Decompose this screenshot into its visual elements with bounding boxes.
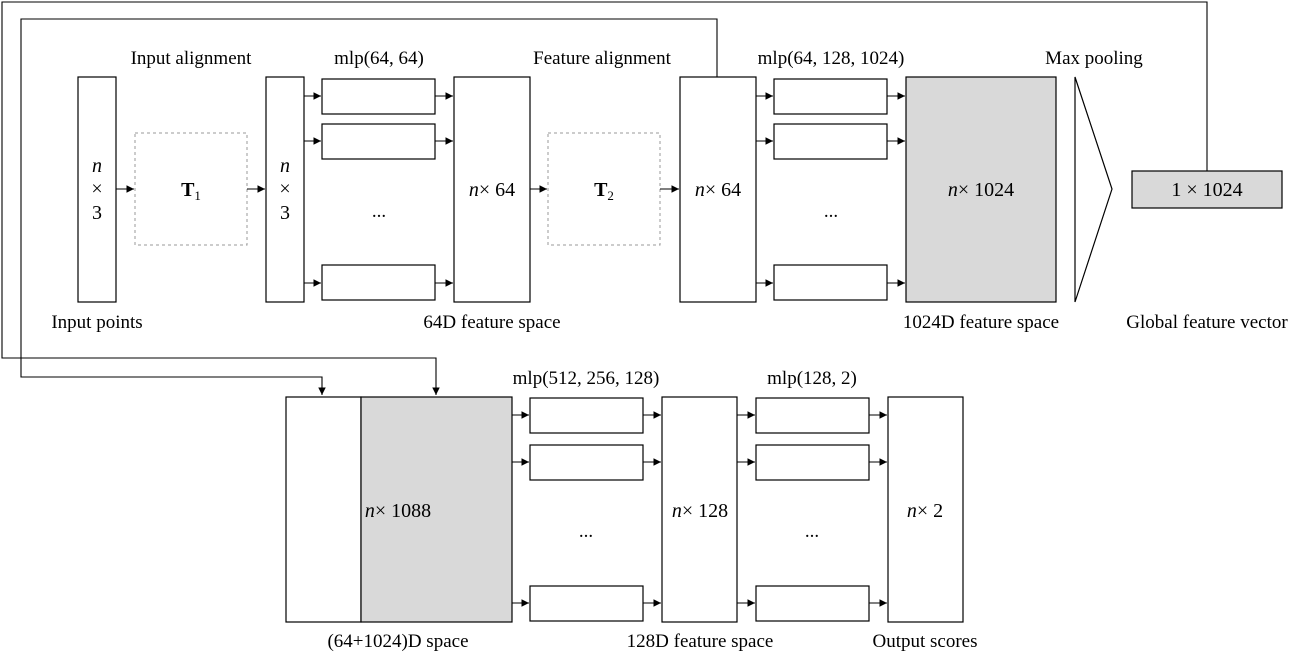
concat-local-box — [285, 396, 362, 623]
aligned-feature64-box — [679, 76, 757, 303]
feat64-dim-text: n× 64 — [469, 179, 515, 201]
concat-rest: × 1088 — [375, 500, 431, 522]
input-times-text: × — [91, 178, 102, 200]
t2-transform-box — [547, 132, 661, 246]
feat128-n: n — [672, 500, 682, 522]
feat128-space-label: 128D feature space — [627, 631, 774, 652]
input-points-box — [77, 76, 117, 303]
mlp1-ellipsis: ... — [372, 201, 386, 222]
concat-dim-text: n× 1088 — [365, 500, 431, 522]
mlp1-neuron-box — [321, 123, 436, 160]
mlp2-neuron-box — [773, 78, 888, 115]
input-n-text: n — [92, 155, 102, 177]
concat-global-box — [360, 396, 513, 623]
mlp4-label: mlp(128, 2) — [767, 368, 857, 389]
mlp2-ellipsis: ... — [824, 201, 838, 222]
max-pooling-label: Max pooling — [1045, 48, 1143, 69]
mlp4-ellipsis: ... — [805, 521, 819, 542]
mlp3-neuron-box — [529, 397, 644, 434]
concat-n: n — [365, 500, 375, 522]
feature-alignment-label: Feature alignment — [533, 48, 671, 69]
aligned-dim-text: 3 — [280, 202, 290, 224]
aligned-n-text: n — [280, 155, 290, 177]
feat1024-space-label: 1024D feature space — [903, 312, 1059, 333]
mlp4-neuron-box — [755, 444, 870, 481]
global-vector-label: Global feature vector — [1126, 312, 1288, 333]
feat64-space-label: 64D feature space — [423, 312, 560, 333]
feat1024-n: n — [948, 179, 958, 201]
t2-text: T2 — [594, 179, 614, 203]
input-points-label: Input points — [51, 312, 142, 333]
mlp2-neuron-box — [773, 123, 888, 160]
mlp4-neuron-box — [755, 397, 870, 434]
input-alignment-label: Input alignment — [131, 48, 253, 69]
concat-space-label: (64+1024)D space — [327, 631, 468, 652]
feat64-n: n — [469, 179, 479, 201]
feat1024-dim-text: n× 1024 — [948, 179, 1014, 201]
feat64b-dim-text: n× 64 — [695, 179, 741, 201]
feat128-dim-text: n× 128 — [672, 500, 728, 522]
out-rest: × 2 — [917, 500, 943, 522]
feature128-box — [661, 396, 738, 623]
mlp4-neuron-box — [755, 585, 870, 622]
mlp3-ellipsis: ... — [579, 521, 593, 542]
aligned-times-text: × — [279, 178, 290, 200]
global-size-text: 1 × 1024 — [1171, 179, 1242, 201]
mlp1-label: mlp(64, 64) — [334, 48, 424, 69]
feature64-box — [453, 76, 531, 303]
t1-transform-box — [134, 132, 248, 246]
t1-letter: T — [181, 179, 195, 201]
t2-subscript: 2 — [607, 188, 614, 203]
mlp1-neuron-box — [321, 78, 436, 115]
output-dim-text: n× 2 — [907, 500, 943, 522]
feature1024-box — [905, 76, 1057, 303]
output-scores-label: Output scores — [872, 631, 977, 652]
feat128-rest: × 128 — [682, 500, 728, 522]
mlp1-neuron-box — [321, 264, 436, 301]
input-dim-text: 3 — [92, 202, 102, 224]
feat1024-rest: × 1024 — [958, 179, 1014, 201]
mlp3-label: mlp(512, 256, 128) — [513, 368, 660, 389]
mlp3-neuron-box — [529, 444, 644, 481]
skip-connection-global-features — [1, 1, 1208, 395]
t2-letter: T — [594, 179, 608, 201]
max-pooling-triangle — [1074, 76, 1113, 303]
output-scores-box — [887, 396, 964, 623]
t1-subscript: 1 — [194, 188, 201, 203]
mlp2-label: mlp(64, 128, 1024) — [758, 48, 905, 69]
feat64b-n: n — [695, 179, 705, 201]
aligned-points-box — [265, 76, 305, 303]
feat64-rest: × 64 — [479, 179, 515, 201]
out-n: n — [907, 500, 917, 522]
t1-text: T1 — [181, 179, 201, 203]
mlp3-neuron-box — [529, 585, 644, 622]
feat64b-rest: × 64 — [705, 179, 741, 201]
skip-connection-local-features — [20, 18, 718, 395]
mlp2-neuron-box — [773, 264, 888, 301]
